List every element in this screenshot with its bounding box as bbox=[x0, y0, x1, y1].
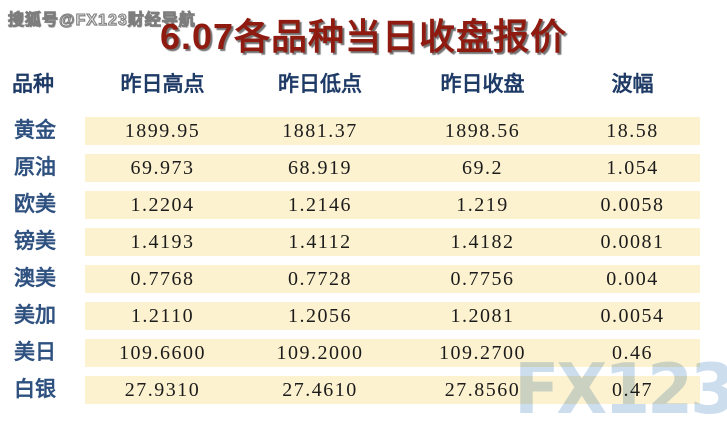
cell-prev-close: 27.8560 bbox=[400, 376, 565, 404]
row-label: 美加 bbox=[0, 302, 85, 330]
row-label: 白银 bbox=[0, 376, 85, 404]
row-label: 澳美 bbox=[0, 265, 85, 293]
cell-prev-low: 0.7728 bbox=[240, 265, 400, 293]
cell-prev-low: 109.2000 bbox=[240, 339, 400, 367]
cell-range: 1.054 bbox=[565, 154, 700, 182]
table-row-eurusd: 欧美 1.2204 1.2146 1.219 0.0058 bbox=[0, 191, 700, 219]
cell-range: 0.0058 bbox=[565, 191, 700, 219]
page-title: 6.07各品种当日收盘报价 bbox=[159, 16, 568, 57]
table-row-usdcad: 美加 1.2110 1.2056 1.2081 0.0054 bbox=[0, 302, 700, 330]
row-label: 原油 bbox=[0, 154, 85, 182]
cell-prev-high: 27.9310 bbox=[85, 376, 240, 404]
cell-prev-high: 1.4193 bbox=[85, 228, 240, 256]
cell-prev-low: 68.919 bbox=[240, 154, 400, 182]
cell-range: 0.47 bbox=[565, 376, 700, 404]
cell-prev-close: 1898.56 bbox=[400, 117, 565, 145]
cell-prev-low: 1881.37 bbox=[240, 117, 400, 145]
cell-prev-close: 109.2700 bbox=[400, 339, 565, 367]
cell-prev-high: 109.6600 bbox=[85, 339, 240, 367]
cell-range: 18.58 bbox=[565, 117, 700, 145]
cell-prev-close: 0.7756 bbox=[400, 265, 565, 293]
table-header-row: 品种 昨日高点 昨日低点 昨日收盘 波幅 bbox=[0, 70, 700, 100]
table-row-silver: 白银 27.9310 27.4610 27.8560 0.47 bbox=[0, 376, 700, 404]
cell-prev-close: 1.219 bbox=[400, 191, 565, 219]
table-row-gbpusd: 镑美 1.4193 1.4112 1.4182 0.0081 bbox=[0, 228, 700, 256]
cell-range: 0.0054 bbox=[565, 302, 700, 330]
quote-table: 品种 昨日高点 昨日低点 昨日收盘 波幅 黄金 1899.95 1881.37 … bbox=[0, 70, 700, 413]
header-range: 波幅 bbox=[611, 73, 654, 96]
row-label: 黄金 bbox=[0, 117, 85, 145]
header-prev-high: 昨日高点 bbox=[120, 73, 205, 96]
cell-prev-close: 69.2 bbox=[400, 154, 565, 182]
cell-range: 0.0081 bbox=[565, 228, 700, 256]
cell-prev-high: 1.2204 bbox=[85, 191, 240, 219]
cell-range: 0.46 bbox=[565, 339, 700, 367]
cell-range: 0.004 bbox=[565, 265, 700, 293]
sohu-account-watermark: 搜狐号@FX123财经导航 bbox=[8, 12, 196, 30]
row-label: 欧美 bbox=[0, 191, 85, 219]
cell-prev-close: 1.2081 bbox=[400, 302, 565, 330]
cell-prev-low: 1.2056 bbox=[240, 302, 400, 330]
header-prev-low: 昨日低点 bbox=[278, 73, 362, 96]
header-prev-close: 昨日收盘 bbox=[440, 73, 525, 96]
cell-prev-high: 1899.95 bbox=[85, 117, 240, 145]
table-row-usdjpy: 美日 109.6600 109.2000 109.2700 0.46 bbox=[0, 339, 700, 367]
cell-prev-high: 1.2110 bbox=[85, 302, 240, 330]
table-row-audusd: 澳美 0.7768 0.7728 0.7756 0.004 bbox=[0, 265, 700, 293]
cell-prev-high: 0.7768 bbox=[85, 265, 240, 293]
row-label: 镑美 bbox=[0, 228, 85, 256]
cell-prev-low: 1.4112 bbox=[240, 228, 400, 256]
table-row-gold: 黄金 1899.95 1881.37 1898.56 18.58 bbox=[0, 117, 700, 145]
cell-prev-high: 69.973 bbox=[85, 154, 240, 182]
cell-prev-close: 1.4182 bbox=[400, 228, 565, 256]
header-product: 品种 bbox=[12, 73, 54, 96]
table-row-crude-oil: 原油 69.973 68.919 69.2 1.054 bbox=[0, 154, 700, 182]
cell-prev-low: 1.2146 bbox=[240, 191, 400, 219]
row-label: 美日 bbox=[0, 339, 85, 367]
cell-prev-low: 27.4610 bbox=[240, 376, 400, 404]
